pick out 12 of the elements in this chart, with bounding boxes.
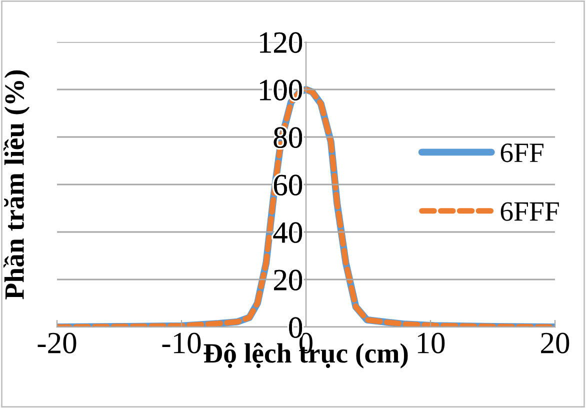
x-tick-label: 20 bbox=[541, 332, 570, 354]
legend-label: 6FFF bbox=[500, 202, 559, 221]
legend-label: 6FF bbox=[500, 144, 544, 162]
y-tick-label: 120 bbox=[260, 32, 302, 53]
y-tick-label: 0 bbox=[289, 317, 302, 338]
x-tick-label: 10 bbox=[418, 332, 445, 354]
y-tick-label: 20 bbox=[274, 270, 302, 290]
y-axis-title: Phần trăm liều (%) bbox=[3, 70, 30, 300]
x-tick-label: -20 bbox=[38, 332, 76, 354]
x-tick-label: -10 bbox=[162, 332, 201, 354]
y-tick-label: 100 bbox=[260, 80, 302, 100]
y-tick-label: 40 bbox=[273, 222, 302, 243]
